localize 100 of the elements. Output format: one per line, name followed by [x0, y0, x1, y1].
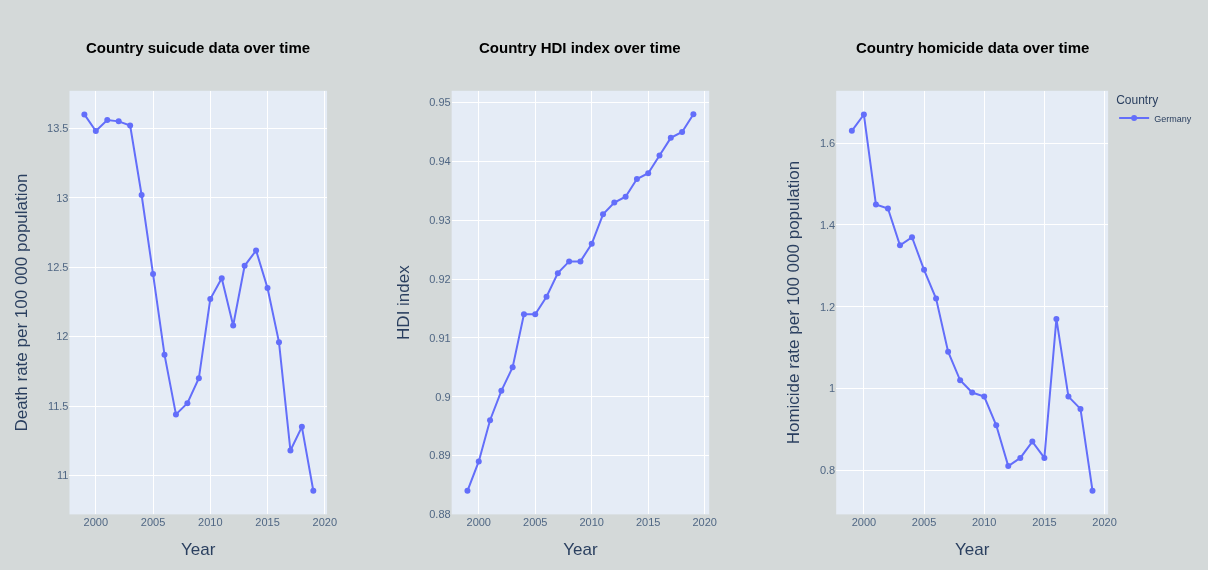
point: [310, 487, 317, 494]
x-tick-label: 2020: [1092, 516, 1117, 529]
point: [207, 296, 214, 303]
point: [588, 240, 595, 247]
x-tick-label: 2010: [198, 516, 223, 529]
point: [554, 270, 561, 277]
point: [218, 275, 225, 282]
point: [543, 293, 550, 300]
point: [611, 199, 618, 206]
point: [656, 152, 663, 159]
point: [945, 348, 952, 355]
point: [253, 247, 260, 254]
y-tick-label: 1.2: [819, 300, 836, 313]
point: [172, 411, 179, 418]
point: [1005, 463, 1012, 470]
y-axis-title: HDI index: [393, 264, 413, 340]
point: [230, 322, 237, 329]
point: [933, 295, 940, 302]
point: [860, 111, 867, 118]
point: [275, 339, 282, 346]
point: [633, 176, 640, 183]
y-tick-label: 1.4: [819, 218, 836, 231]
point: [1053, 315, 1060, 322]
point: [115, 118, 122, 125]
x-tick-label: 2000: [851, 516, 877, 529]
point: [298, 423, 305, 430]
chart-title: Country homicide data over time: [856, 39, 1090, 56]
y-tick-label: 11: [57, 469, 69, 482]
point: [993, 422, 1000, 429]
point: [969, 389, 976, 396]
y-tick-label: 0.9: [435, 390, 451, 403]
y-tick-label: 11.5: [47, 399, 69, 412]
point: [981, 393, 988, 400]
point: [498, 387, 505, 394]
legend-title: Country: [1116, 92, 1159, 107]
x-tick-label: 2005: [523, 516, 548, 529]
x-tick-label: 2010: [579, 516, 604, 529]
x-tick-label: 2000: [466, 516, 491, 529]
x-tick-label: 2020: [692, 516, 717, 529]
point: [1089, 487, 1096, 494]
point: [1065, 393, 1072, 400]
point: [161, 351, 168, 358]
y-tick-label: 12: [56, 330, 69, 343]
point: [667, 134, 674, 141]
y-tick-label: 12.5: [47, 261, 69, 274]
point: [532, 311, 539, 318]
point: [872, 201, 879, 208]
point: [81, 111, 88, 118]
point: [921, 266, 928, 273]
point: [600, 211, 607, 218]
y-tick-label: 13.5: [47, 122, 69, 135]
point: [92, 128, 99, 135]
y-axis-title: Homicide rate per 100 000 population: [784, 160, 804, 445]
point: [577, 258, 584, 265]
x-tick-label: 2015: [635, 516, 661, 529]
x-tick-label: 2005: [140, 516, 166, 529]
point: [1077, 405, 1084, 412]
x-axis-title: Year: [181, 539, 216, 559]
point: [464, 487, 471, 494]
point: [690, 111, 697, 118]
y-tick-label: 0.93: [429, 214, 451, 227]
point: [138, 191, 145, 198]
point: [195, 375, 202, 382]
y-tick-label: 0.95: [429, 96, 451, 109]
y-tick-label: 0.92: [429, 272, 451, 285]
point: [150, 271, 157, 278]
chart-title: Country HDI index over time: [479, 39, 681, 56]
point: [622, 193, 629, 200]
legend-label: Germany: [1154, 113, 1192, 124]
y-tick-label: 0.89: [429, 449, 451, 462]
point: [487, 417, 494, 424]
x-axis-title: Year: [955, 539, 990, 559]
point: [679, 128, 686, 135]
x-tick-label: 2010: [971, 516, 997, 529]
point: [264, 285, 271, 291]
point: [241, 262, 248, 269]
x-tick-label: 2015: [1032, 516, 1057, 529]
point: [1017, 454, 1024, 461]
point: [566, 258, 573, 265]
y-tick-label: 1: [829, 382, 836, 395]
point: [957, 377, 964, 384]
y-tick-label: 0.88: [429, 508, 451, 521]
y-tick-label: 0.94: [429, 155, 451, 168]
point: [287, 447, 294, 454]
x-tick-label: 2000: [83, 516, 109, 529]
point: [909, 234, 916, 241]
chart-title: Country suicude data over time: [86, 39, 311, 56]
point: [127, 122, 134, 129]
y-axis-title: Death rate per 100 000 population: [11, 173, 31, 432]
point: [475, 458, 482, 465]
point: [896, 242, 903, 249]
point: [509, 364, 516, 371]
y-tick-label: 0.91: [429, 331, 451, 344]
x-axis-title: Year: [563, 539, 598, 559]
point: [520, 311, 527, 318]
point: [1029, 438, 1036, 445]
point: [184, 400, 191, 407]
y-tick-label: 1.6: [819, 136, 836, 149]
y-tick-label: 13: [56, 191, 69, 204]
point: [848, 127, 855, 134]
